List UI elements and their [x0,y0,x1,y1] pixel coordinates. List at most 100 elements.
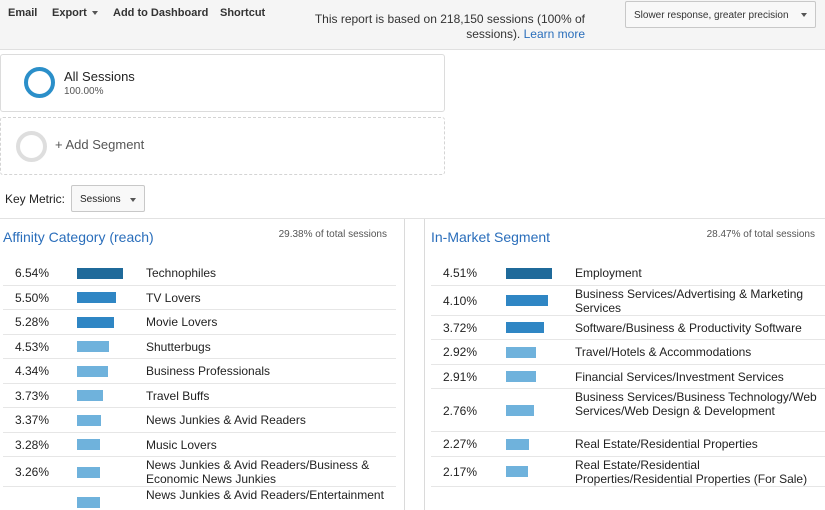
row-label: Travel/Hotels & Accommodations [575,345,752,360]
table-row[interactable]: 3.26% News Junkies & Avid Readers/Busines… [3,457,396,487]
chevron-down-icon [801,13,807,17]
table-row[interactable]: 2.76% Business Services/Business Technolo… [431,389,825,432]
divider [0,218,825,219]
row-bar [506,438,529,450]
row-bar [77,439,100,451]
row-percent: 2.92% [443,345,478,360]
row-bar [506,322,544,334]
table-row[interactable]: 6.54% Technophiles [3,261,396,286]
row-label: Movie Lovers [146,315,218,330]
row-bar [77,341,109,353]
table-row[interactable]: 4.34% Business Professionals [3,359,396,384]
report-toolbar: Email Export Add to Dashboard Shortcut T… [0,0,825,50]
table-row[interactable]: 3.37% News Junkies & Avid Readers [3,408,396,433]
row-percent: 3.37% [15,413,50,428]
row-label: Financial Services/Investment Services [575,369,784,384]
row-label: Software/Business & Productivity Softwar… [575,320,802,335]
row-label: Employment [575,266,642,281]
in-market-panel-title[interactable]: In-Market Segment [431,229,551,245]
row-bar [506,466,528,477]
row-percent: 3.28% [15,437,50,452]
row-bar [506,371,536,383]
row-label: Shutterbugs [146,339,211,354]
row-percent: 3.73% [15,388,50,403]
affinity-panel-total: 29.38% of total sessions [278,229,387,240]
precision-value: Slower response, greater precision [634,10,789,21]
row-bar [77,292,116,304]
precision-dropdown[interactable]: Slower response, greater precision [625,1,816,28]
table-row[interactable]: 2.17% Real Estate/Residential Properties/… [431,457,825,487]
in-market-panel-total: 28.47% of total sessions [706,229,815,240]
row-bar [77,390,103,402]
table-row[interactable]: 2.91% Financial Services/Investment Servi… [431,365,825,389]
row-label: Travel Buffs [146,388,210,403]
table-row[interactable]: 3.73% Travel Buffs [3,384,396,408]
sampling-note-text: This report is based on 218,150 sessions… [314,12,585,41]
add-to-dashboard-button[interactable]: Add to Dashboard [113,7,209,19]
row-percent: 6.54% [15,266,50,281]
row-bar [506,267,552,279]
shortcut-button[interactable]: Shortcut [220,7,266,19]
segment-title: All Sessions [64,69,135,84]
table-row[interactable]: 5.50% TV Lovers [3,286,396,310]
row-percent: 5.50% [15,290,50,305]
in-market-segment-panel: In-Market Segment 28.47% of total sessio… [424,219,825,510]
table-row[interactable]: 5.28% Movie Lovers [3,310,396,335]
row-label: News Junkies & Avid Readers/Business & E… [146,458,370,486]
row-percent: 2.91% [443,369,478,384]
row-bar [77,267,123,279]
row-bar [506,346,536,358]
row-percent: 4.53% [15,339,50,354]
table-row[interactable]: News Junkies & Avid Readers/Entertainmen… [3,487,396,510]
export-button[interactable]: Export [52,7,98,19]
row-bar [506,295,548,306]
table-row[interactable]: 4.10% Business Services/Advertising & Mar… [431,286,825,316]
table-row[interactable]: 3.28% Music Lovers [3,433,396,457]
row-percent: 2.17% [443,464,478,479]
row-bar [77,365,108,377]
row-percent: 3.72% [443,320,478,335]
row-label: Business Professionals [146,364,271,379]
table-row[interactable]: 2.92% Travel/Hotels & Accommodations [431,340,825,365]
key-metric-value: Sessions [80,194,121,205]
table-row[interactable]: 4.53% Shutterbugs [3,335,396,359]
row-percent: 3.26% [15,465,50,479]
chevron-down-icon [130,198,136,202]
row-label: News Junkies & Avid Readers [146,413,306,428]
key-metric-dropdown[interactable]: Sessions [71,185,145,212]
row-percent: 4.10% [443,293,478,308]
row-percent: 5.28% [15,315,50,330]
row-percent: 4.51% [443,266,478,281]
affinity-category-panel: Affinity Category (reach) 29.38% of tota… [0,219,405,510]
row-bar [77,466,100,478]
table-row[interactable]: 4.51% Employment [431,261,825,286]
empty-segment-ring-icon [16,131,47,162]
row-label: TV Lovers [146,290,201,305]
affinity-panel-title[interactable]: Affinity Category (reach) [3,229,154,245]
row-label: News Junkies & Avid Readers/Entertainmen… [146,488,384,502]
row-bar [506,405,534,416]
row-label: Technophiles [146,266,217,281]
row-label: Real Estate/Residential Properties [575,437,758,452]
row-bar [77,316,114,328]
row-percent: 2.27% [443,437,478,452]
email-button[interactable]: Email [8,7,38,19]
chevron-down-icon [91,11,98,16]
learn-more-link[interactable]: Learn more [523,27,585,41]
table-row[interactable]: 2.27% Real Estate/Residential Properties [431,432,825,457]
row-percent: 4.34% [15,364,50,379]
segment-ring-icon [24,67,55,98]
row-label: Business Services/Advertising & Marketin… [575,286,804,315]
add-segment-card[interactable]: + Add Segment [0,117,445,175]
row-label: Music Lovers [146,437,217,452]
row-label: Real Estate/Residential Properties/Resid… [575,457,808,486]
row-percent: 2.76% [443,403,478,418]
add-segment-label: + Add Segment [55,137,145,152]
export-label: Export [52,7,87,19]
table-row[interactable]: 3.72% Software/Business & Productivity So… [431,316,825,340]
segment-all-sessions[interactable]: All Sessions 100.00% [0,54,445,112]
row-bar [77,414,101,426]
row-bar [77,496,100,508]
row-label: Business Services/Business Technology/We… [575,389,817,418]
sampling-note: This report is based on 218,150 sessions… [285,12,585,42]
